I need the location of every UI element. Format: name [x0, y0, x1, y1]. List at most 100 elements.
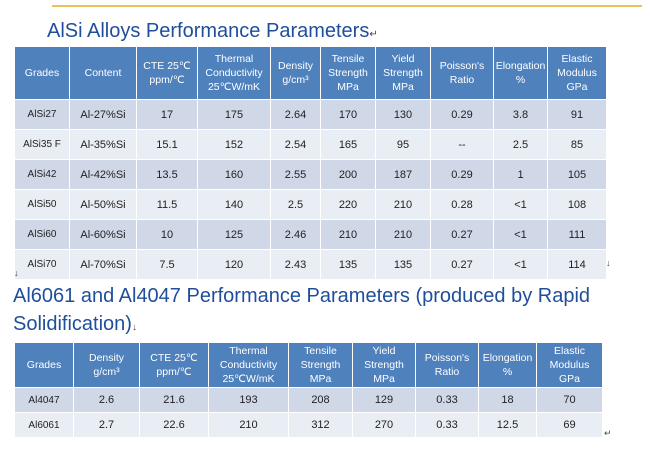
section2-title: Al6061 and Al4047 Performance Parameters…: [13, 282, 643, 342]
table-cell: 7.5: [136, 249, 198, 280]
al6061-al4047-performance-table: Grades Density g/cm³ CTE 25℃ ppm/℃ Therm…: [14, 342, 603, 438]
table-cell: <1: [493, 219, 548, 250]
table-cell: 125: [197, 219, 271, 250]
table-cell: 0.33: [415, 387, 479, 413]
table-cell: 15.1: [136, 129, 198, 160]
alsi-performance-table: Grades Content CTE 25℃ ppm/℃ Thermal Con…: [14, 46, 607, 280]
table-cell: 21.6: [139, 387, 209, 413]
table-cell: 2.46: [270, 219, 321, 250]
table-cell: <1: [493, 189, 548, 220]
table-cell: Al-60%Si: [69, 219, 137, 250]
table-cell: 18: [478, 387, 537, 413]
column-header: Content: [69, 46, 137, 100]
table-cell: 108: [547, 189, 607, 220]
table-cell: 129: [352, 387, 416, 413]
table-cell: AlSi50: [14, 189, 70, 220]
table-cell: <1: [493, 249, 548, 280]
table-cell: 170: [320, 99, 376, 130]
table-cell: 105: [547, 159, 607, 190]
table-cell: 13.5: [136, 159, 198, 190]
table-cell: 2.5: [493, 129, 548, 160]
table-cell: Al6061: [14, 412, 74, 438]
table-cell: 0.27: [430, 249, 494, 280]
table-cell: 111: [547, 219, 607, 250]
table-cell: 220: [320, 189, 376, 220]
paragraph-mark: ↓: [131, 322, 137, 333]
column-header: Thermal Conductivity 25℃W/mK: [197, 46, 271, 100]
column-header: Yield Strength MPa: [375, 46, 431, 100]
table-cell: Al-70%Si: [69, 249, 137, 280]
table-header-row: Grades Density g/cm³ CTE 25℃ ppm/℃ Therm…: [14, 342, 603, 388]
table-cell: 130: [375, 99, 431, 130]
paragraph-mark: ↵: [369, 29, 378, 40]
table-cell: 114: [547, 249, 607, 280]
table-cell: 70: [536, 387, 603, 413]
column-header: Density g/cm³: [73, 342, 140, 388]
table-header-row: Grades Content CTE 25℃ ppm/℃ Thermal Con…: [14, 46, 607, 100]
column-header: Tensile Strength MPa: [288, 342, 353, 388]
table-cell: 210: [320, 219, 376, 250]
table-cell: 120: [197, 249, 271, 280]
top-divider-line: [52, 5, 642, 7]
column-header: Elastic Modulus GPa: [547, 46, 607, 100]
table-cell: 210: [375, 189, 431, 220]
table-cell: 3.8: [493, 99, 548, 130]
column-header: Yield Strength MPa: [352, 342, 416, 388]
column-header: CTE 25℃ ppm/℃: [136, 46, 198, 100]
table-cell: 91: [547, 99, 607, 130]
table-cell: Al-50%Si: [69, 189, 137, 220]
table-cell: 22.6: [139, 412, 209, 438]
table-cell: 152: [197, 129, 271, 160]
column-header: Density g/cm³: [270, 46, 321, 100]
section2-title-text: Al6061 and Al4047 Performance Parameters…: [13, 285, 591, 335]
table-cell: 0.29: [430, 99, 494, 130]
table-cell: 200: [320, 159, 376, 190]
table-cell: AlSi35 F: [14, 129, 70, 160]
table-cell: 17: [136, 99, 198, 130]
column-header: Elastic Modulus GPa: [536, 342, 603, 388]
table-row: AlSi70 Al-70%Si 7.5 120 2.43 135 135 0.2…: [14, 249, 607, 280]
table-cell: 140: [197, 189, 271, 220]
paragraph-mark: ↓: [606, 258, 611, 268]
table-cell: 0.33: [415, 412, 479, 438]
table-cell: 2.7: [73, 412, 140, 438]
table-cell: 2.6: [73, 387, 140, 413]
table-cell: 95: [375, 129, 431, 160]
column-header: Tensile Strength MPa: [320, 46, 376, 100]
table-cell: 210: [208, 412, 289, 438]
column-header: Grades: [14, 342, 74, 388]
table-cell: 0.28: [430, 189, 494, 220]
table-row: Al4047 2.6 21.6 193 208 129 0.33 18 70: [14, 387, 603, 413]
table-cell: 11.5: [136, 189, 198, 220]
column-header: Grades: [14, 46, 70, 100]
table-cell: 175: [197, 99, 271, 130]
column-header: Poisson's Ratio: [415, 342, 479, 388]
table-cell: --: [430, 129, 494, 160]
table-cell: 2.55: [270, 159, 321, 190]
section1-title-text: AlSi Alloys Performance Parameters: [47, 20, 370, 42]
table-row: AlSi60 Al-60%Si 10 125 2.46 210 210 0.27…: [14, 219, 607, 250]
table-row: AlSi42 Al-42%Si 13.5 160 2.55 200 187 0.…: [14, 159, 607, 190]
table-cell: 2.64: [270, 99, 321, 130]
table-cell: 2.5: [270, 189, 321, 220]
table-cell: 193: [208, 387, 289, 413]
table-cell: Al4047: [14, 387, 74, 413]
column-header: Poisson's Ratio: [430, 46, 494, 100]
table-cell: 85: [547, 129, 607, 160]
table-cell: 312: [288, 412, 353, 438]
table-cell: 0.29: [430, 159, 494, 190]
table-cell: AlSi70: [14, 249, 70, 280]
table-cell: AlSi27: [14, 99, 70, 130]
table-row: AlSi35 F Al-35%Si 15.1 152 2.54 165 95 -…: [14, 129, 607, 160]
table-cell: AlSi60: [14, 219, 70, 250]
table-cell: 270: [352, 412, 416, 438]
table-row: AlSi27 Al-27%Si 17 175 2.64 170 130 0.29…: [14, 99, 607, 130]
table-cell: 208: [288, 387, 353, 413]
column-header: Elongation %: [478, 342, 537, 388]
table-row: Al6061 2.7 22.6 210 312 270 0.33 12.5 69: [14, 412, 603, 438]
table-cell: 135: [375, 249, 431, 280]
column-header: Elongation %: [493, 46, 548, 100]
table-cell: 2.54: [270, 129, 321, 160]
table-cell: 135: [320, 249, 376, 280]
table-cell: Al-42%Si: [69, 159, 137, 190]
